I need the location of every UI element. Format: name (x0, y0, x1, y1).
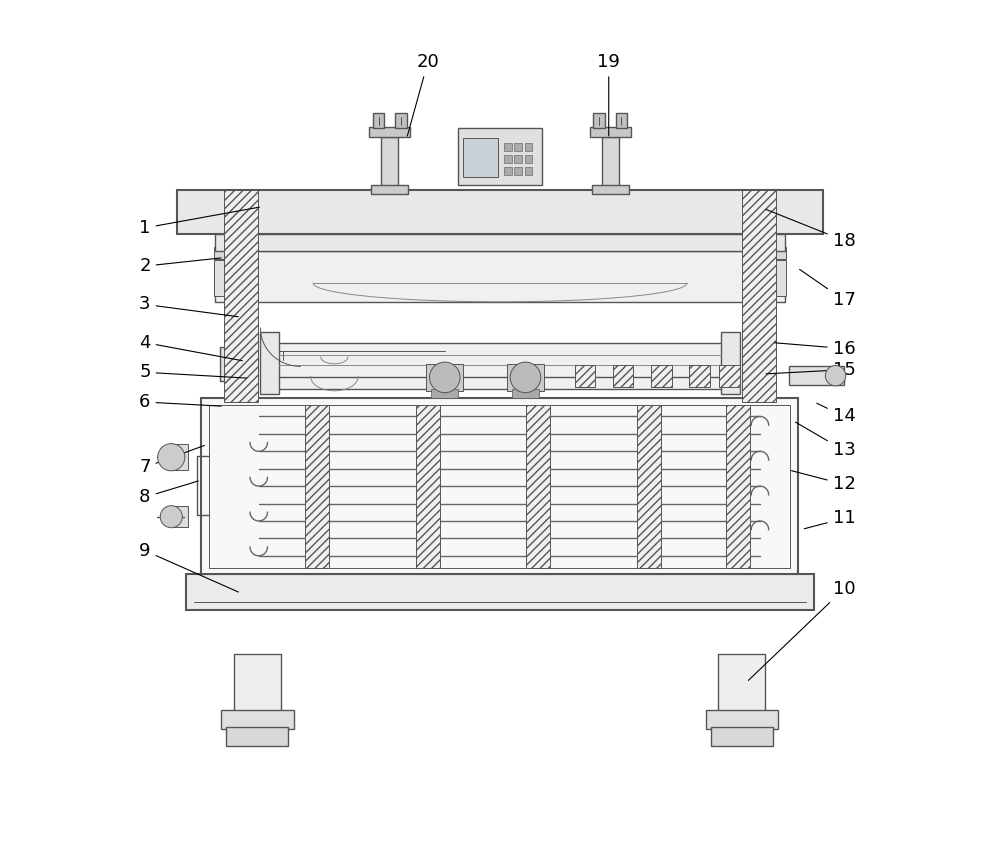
Bar (504, 155, 512, 163)
Bar (689, 364, 710, 386)
Circle shape (158, 444, 185, 471)
Bar (305, 404, 329, 568)
Bar (765, 260, 786, 296)
Bar (369, 127, 410, 137)
Bar (373, 113, 384, 128)
Text: 17: 17 (800, 269, 855, 310)
Text: 6: 6 (139, 393, 221, 411)
Text: 4: 4 (139, 333, 242, 361)
Bar (215, 251, 785, 302)
Bar (514, 167, 522, 175)
Circle shape (429, 363, 460, 392)
Text: 1: 1 (139, 207, 259, 237)
Bar (266, 343, 734, 389)
Bar (525, 143, 532, 151)
Bar (177, 190, 823, 233)
Text: 3: 3 (139, 295, 238, 316)
Bar (525, 167, 532, 175)
Bar (525, 155, 532, 163)
Text: 7: 7 (139, 445, 204, 476)
Text: 9: 9 (139, 542, 238, 592)
Bar (575, 364, 595, 386)
Bar (613, 364, 633, 386)
Circle shape (510, 363, 541, 392)
Bar (711, 728, 773, 746)
Bar (616, 113, 627, 128)
Bar (593, 113, 605, 128)
Bar (504, 143, 512, 151)
Bar (592, 186, 629, 194)
Bar (416, 404, 440, 568)
Bar (224, 190, 258, 402)
Text: 10: 10 (748, 580, 855, 681)
Bar (742, 190, 776, 402)
Bar (381, 137, 398, 190)
Bar (214, 246, 229, 259)
Bar (220, 347, 235, 380)
Bar (637, 404, 661, 568)
Text: 14: 14 (817, 404, 855, 426)
Bar (507, 363, 544, 391)
Circle shape (160, 505, 182, 528)
Text: 19: 19 (597, 53, 620, 136)
Bar (234, 654, 281, 712)
Text: 11: 11 (804, 510, 855, 528)
Bar (209, 404, 790, 568)
Bar (651, 364, 672, 386)
Text: 15: 15 (766, 361, 855, 379)
Bar (512, 389, 539, 398)
Bar (171, 506, 188, 527)
Bar (721, 333, 740, 393)
Bar (221, 711, 294, 729)
Bar (371, 186, 408, 194)
Bar (602, 137, 619, 190)
Bar (526, 404, 550, 568)
Text: 12: 12 (791, 470, 855, 493)
Bar (215, 233, 785, 251)
Text: 8: 8 (139, 481, 198, 506)
Bar (590, 127, 631, 137)
Bar (226, 728, 288, 746)
Bar (706, 711, 778, 729)
Bar (214, 260, 235, 296)
Bar (395, 113, 407, 128)
Circle shape (825, 365, 846, 386)
Bar (718, 654, 765, 712)
Bar (514, 155, 522, 163)
Text: 5: 5 (139, 363, 247, 381)
Bar (431, 389, 458, 398)
Bar (504, 167, 512, 175)
Bar (426, 363, 463, 391)
Bar (171, 445, 188, 470)
Text: 20: 20 (407, 53, 439, 136)
Bar (771, 246, 786, 259)
Bar (789, 366, 844, 385)
Text: 2: 2 (139, 257, 221, 275)
Bar (186, 575, 814, 610)
Bar (719, 364, 740, 386)
Bar (201, 398, 798, 575)
Bar (514, 143, 522, 151)
Bar (726, 404, 750, 568)
Bar (458, 127, 542, 186)
Bar (463, 138, 498, 177)
Text: 13: 13 (795, 422, 855, 459)
Bar (260, 333, 279, 393)
Text: 18: 18 (766, 209, 855, 250)
Text: 16: 16 (775, 339, 855, 357)
